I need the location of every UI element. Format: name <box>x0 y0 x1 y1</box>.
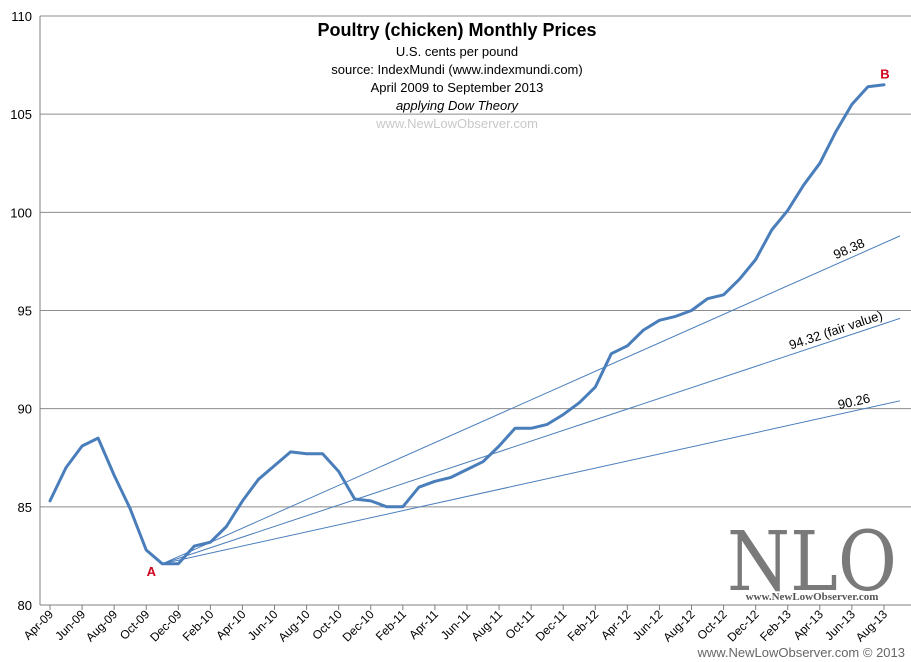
x-tick-label-Dec-11: Dec-11 <box>533 607 570 644</box>
x-tick-label-Feb-10: Feb-10 <box>180 607 217 644</box>
y-tick-label-85: 85 <box>18 500 32 515</box>
axes <box>39 16 911 610</box>
chart-title: Poultry (chicken) Monthly Prices <box>317 20 596 40</box>
grid-lines <box>40 15 911 508</box>
x-tick-label-Oct-12: Oct-12 <box>694 607 730 643</box>
annotation-point-B: B <box>880 67 889 82</box>
x-tick-label-Oct-09: Oct-09 <box>117 607 153 643</box>
x-tick-label-Jun-11: Jun-11 <box>438 607 473 642</box>
copyright-text: www.NewLowObserver.com © 2013 <box>696 645 905 660</box>
x-tick-label-Aug-12: Aug-12 <box>660 607 697 644</box>
y-tick-label-95: 95 <box>18 304 32 319</box>
x-tick-label-Aug-10: Aug-10 <box>275 607 312 644</box>
x-tick-label-Jun-10: Jun-10 <box>245 607 281 643</box>
y-tick-label-105: 105 <box>10 107 32 122</box>
x-tick-label-Feb-12: Feb-12 <box>565 607 602 644</box>
trendline-3 <box>162 400 901 565</box>
point-annotations: AB <box>147 67 890 579</box>
x-tick-label-Dec-10: Dec-10 <box>340 607 377 644</box>
y-tick-label-90: 90 <box>18 402 32 417</box>
y-tick-label-80: 80 <box>18 598 32 613</box>
x-tick-label-Feb-13: Feb-13 <box>757 607 794 644</box>
x-tick-label-Aug-11: Aug-11 <box>469 607 506 644</box>
x-tick-label-Apr-12: Apr-12 <box>598 607 634 643</box>
x-tick-label-Jun-09: Jun-09 <box>52 607 88 643</box>
price-series-line <box>48 83 886 566</box>
nlo-logo: NLO <box>727 515 897 610</box>
y-tick-label-100: 100 <box>10 205 32 220</box>
watermark-text: www.NewLowObserver.com <box>375 116 538 131</box>
x-tick-label-Jun-13: Jun-13 <box>822 607 858 643</box>
trendline-label-2: 94.32 (fair value) <box>787 307 884 352</box>
trendlines <box>162 235 901 565</box>
chart-subtitle-italic: applying Dow Theory <box>396 98 520 113</box>
chart-subtitle-3: April 2009 to September 2013 <box>371 80 544 95</box>
x-tick-label-Jun-12: Jun-12 <box>630 607 666 643</box>
x-tick-labels: Apr-09Jun-09Aug-09Oct-09Dec-09Feb-10Apr-… <box>21 607 891 644</box>
x-tick-label-Dec-12: Dec-12 <box>725 607 762 644</box>
chart-subtitle-2: source: IndexMundi (www.indexmundi.com) <box>331 62 582 77</box>
x-tick-label-Oct-11: Oct-11 <box>503 607 538 642</box>
x-tick-label-Apr-13: Apr-13 <box>791 607 827 643</box>
trendline-1 <box>162 235 901 565</box>
nlo-logo-url: www.NewLowObserver.com <box>746 591 879 603</box>
chart-subtitle-1: U.S. cents per pound <box>396 44 518 59</box>
x-tick-label-Dec-09: Dec-09 <box>147 607 184 644</box>
x-tick-label-Apr-11: Apr-11 <box>406 607 441 642</box>
y-tick-labels: 80 85 90 95 100 105 110 <box>10 9 32 613</box>
series <box>48 83 886 566</box>
x-tick-label-Oct-10: Oct-10 <box>309 607 345 643</box>
trendline-2 <box>162 317 901 565</box>
trendline-label-3: 90.26 <box>836 391 871 413</box>
x-tick-label-Aug-09: Aug-09 <box>83 607 120 644</box>
x-tick-label-Feb-11: Feb-11 <box>373 607 409 643</box>
annotation-point-A: A <box>147 564 157 579</box>
x-tick-label-Aug-13: Aug-13 <box>853 607 890 644</box>
y-tick-label-110: 110 <box>11 9 32 24</box>
x-tick-label-Apr-10: Apr-10 <box>213 607 249 643</box>
